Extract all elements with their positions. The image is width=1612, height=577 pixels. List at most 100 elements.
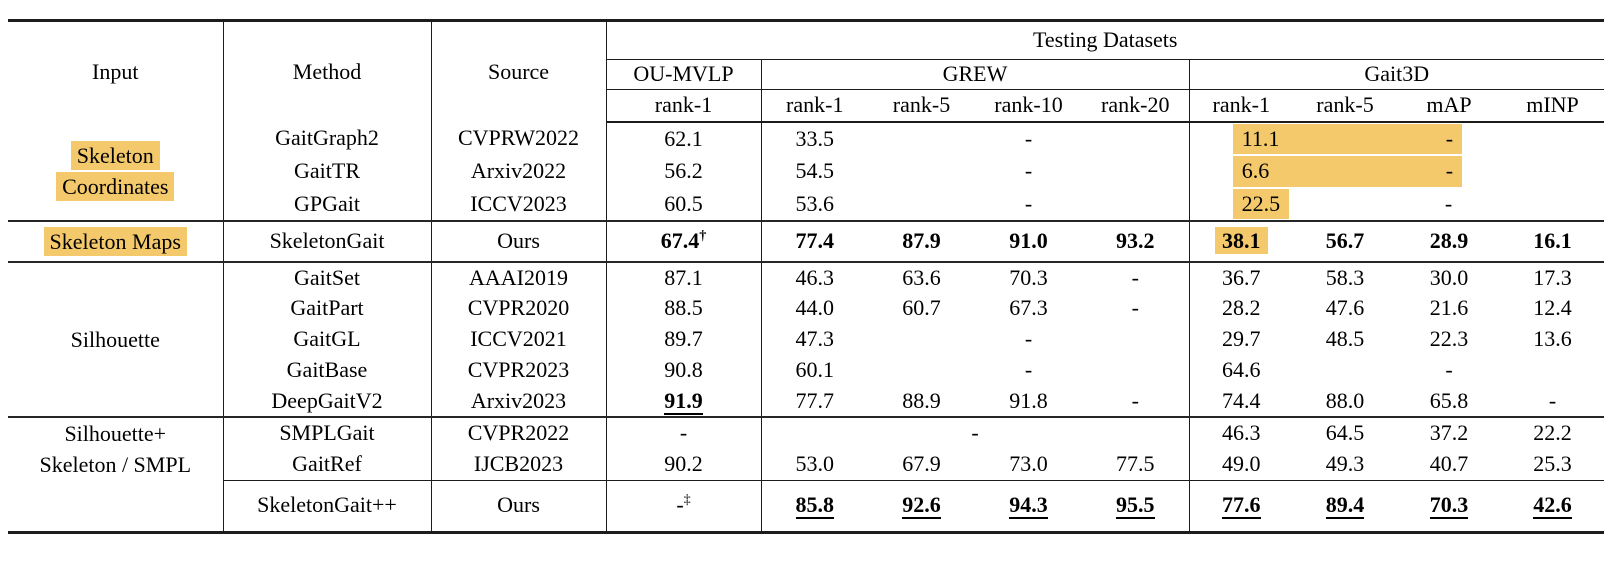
gait3d-cell: 25.3 — [1533, 450, 1572, 476]
gait3d-cell: 49.3 — [1325, 450, 1365, 476]
results-table: Input Method Source Testing Datasets OU-… — [8, 19, 1604, 534]
gait3d-cell: 77.6 — [1189, 479, 1293, 533]
gait3d-cell: 47.6 — [1325, 295, 1365, 321]
gait3d-cell: 38.1 — [1189, 220, 1293, 262]
oumvlp-cell: 90.8 — [606, 355, 762, 386]
oumvlp-cell: - — [606, 416, 762, 449]
value: 77.4 — [795, 228, 835, 254]
grew-cell: 95.5 — [1082, 479, 1190, 533]
source-cell: CVPR2022 — [431, 416, 607, 449]
source-cell: CVPRW2022 — [431, 122, 607, 155]
gait3d-cell: 64.5 — [1293, 416, 1397, 449]
grew-cell: - — [1024, 326, 1033, 352]
metric-header: mINP — [1501, 89, 1604, 123]
source-cell: Ours — [431, 479, 607, 533]
gait3d-cell-band: 11.1 - — [1189, 122, 1604, 155]
table-row: GaitPart CVPR2020 88.5 44.0 60.7 67.3 - 28.2 47.… — [8, 293, 1604, 324]
gait3d-cell: 22.2 — [1501, 416, 1604, 449]
gait3d-cell: 46.3 — [1189, 416, 1293, 449]
grew-cell: 54.5 — [795, 158, 835, 184]
grew-cell: 94.3 — [975, 479, 1082, 533]
gait3d-cell: - — [1445, 357, 1453, 383]
gait3d-cell: 89.4 — [1293, 479, 1397, 533]
value: 93.2 — [1116, 228, 1155, 254]
highlight-band: 6.6 - — [1232, 156, 1463, 187]
source-cell: CVPR2020 — [431, 293, 607, 324]
input-label: Silhouette+ — [64, 421, 167, 446]
value: 92.6 — [902, 492, 941, 520]
gait3d-cell: 12.4 — [1533, 295, 1572, 321]
grew-cell — [868, 188, 975, 221]
oumvlp-cell: -‡ — [606, 479, 762, 533]
grew-cell: - — [1082, 386, 1190, 417]
value: - — [1445, 125, 1454, 151]
gait3d-cell: 22.3 — [1429, 326, 1469, 352]
method-cell: SMPLGait — [223, 416, 432, 449]
gait3d-cell: 56.7 — [1293, 220, 1397, 262]
source-cell: Arxiv2023 — [431, 386, 607, 417]
method-cell: GaitSet — [223, 261, 432, 293]
block-mix: Silhouette+ Skeleton / SMPL SMPLGait CVPR20… — [8, 415, 1604, 533]
oumvlp-cell: 89.7 — [606, 324, 762, 355]
gait3d-cell: 37.2 — [1397, 416, 1501, 449]
table-row: GaitTR Arxiv2022 56.2 54.5 - 6.6 - — [8, 155, 1604, 188]
grew-cell: 44.0 — [795, 295, 835, 321]
metric-header: rank-1 — [761, 89, 868, 123]
grew-cell: 47.3 — [795, 326, 835, 352]
grew-cell — [868, 355, 975, 386]
table-row: GaitRef IJCB2023 90.2 53.0 67.9 73.0 77.5 49.0 4… — [8, 448, 1604, 481]
method-cell: GaitGraph2 — [223, 122, 432, 155]
grew-cell — [1082, 355, 1190, 386]
table-header: Input Method Source Testing Datasets OU-… — [8, 20, 1604, 123]
grew-cell: 77.4 — [761, 220, 868, 262]
oumvlp-cell: 91.9 — [606, 386, 762, 417]
grew-cell — [868, 324, 975, 355]
block-sc: Skeleton Coordinates GaitGraph2 CVPRW2022 62… — [8, 122, 1604, 221]
paper-table-page: Input Method Source Testing Datasets OU-… — [0, 19, 1612, 577]
metric-header: rank-1 — [1189, 89, 1293, 123]
gait3d-cell-band: 22.5 - — [1189, 188, 1604, 221]
gait3d-cell-band: 6.6 - — [1189, 155, 1604, 188]
gait3d-cell: 13.6 — [1533, 326, 1572, 352]
dataset-header-oumvlp: OU-MVLP — [606, 59, 762, 90]
dataset-header-gait3d: Gait3D — [1189, 59, 1604, 90]
method-cell: GPGait — [223, 188, 432, 221]
grew-cell: - — [1024, 190, 1033, 216]
oumvlp-cell: 90.2 — [606, 448, 762, 481]
gait3d-cell: 29.7 — [1222, 326, 1261, 352]
grew-cell — [1082, 324, 1190, 355]
footnote-marker: ‡ — [683, 492, 691, 509]
gait3d-cell: 36.7 — [1189, 261, 1293, 293]
gait3d-cell: 16.1 — [1501, 220, 1604, 262]
input-label: Skeleton Maps — [43, 226, 187, 257]
highlight-band: 11.1 - — [1232, 124, 1463, 154]
gait3d-cell: - — [1548, 387, 1557, 413]
grew-cell: - — [1082, 293, 1190, 324]
method-cell: GaitTR — [223, 155, 432, 188]
table-row: GaitGL ICCV2021 89.7 47.3 - 29.7 48.5 22.3 13.6 — [8, 324, 1604, 355]
source-cell: IJCB2023 — [431, 448, 607, 481]
gait3d-cell: 30.0 — [1397, 261, 1501, 293]
oumvlp-cell: 87.1 — [606, 261, 762, 293]
method-cell: GaitBase — [223, 355, 432, 386]
method-cell: GaitRef — [223, 448, 432, 481]
value: 38.1 — [1215, 227, 1268, 255]
metric-header: rank-20 — [1082, 89, 1190, 123]
table-row: GaitBase CVPR2023 90.8 60.1 - 64.6 - — [8, 355, 1604, 386]
value: 91.0 — [1009, 228, 1048, 254]
gait3d-cell: 58.3 — [1293, 261, 1397, 293]
table-row: SkeletonGait++ Ours -‡ 85.8 92.6 94.3 95.5 77.6… — [8, 479, 1604, 533]
grew-cell: 60.1 — [795, 357, 835, 383]
grew-cell: - — [1082, 261, 1190, 293]
gait3d-cell: 65.8 — [1429, 387, 1469, 413]
gait3d-cell: 70.3 — [1397, 479, 1501, 533]
gait3d-cell: 40.7 — [1429, 450, 1469, 476]
input-cell-empty — [8, 480, 224, 533]
gait3d-cell — [1293, 355, 1397, 386]
source-cell: ICCV2021 — [431, 324, 607, 355]
input-label: Skeleton / SMPL — [39, 452, 192, 478]
table-row: GPGait ICCV2023 60.5 53.6 - 22.5 - — [8, 188, 1604, 221]
grew-cell: 88.9 — [902, 387, 941, 413]
table-row: Silhouette+ Skeleton / SMPL SMPLGait CVPR20… — [8, 415, 1604, 481]
oumvlp-cell: 56.2 — [606, 155, 762, 188]
